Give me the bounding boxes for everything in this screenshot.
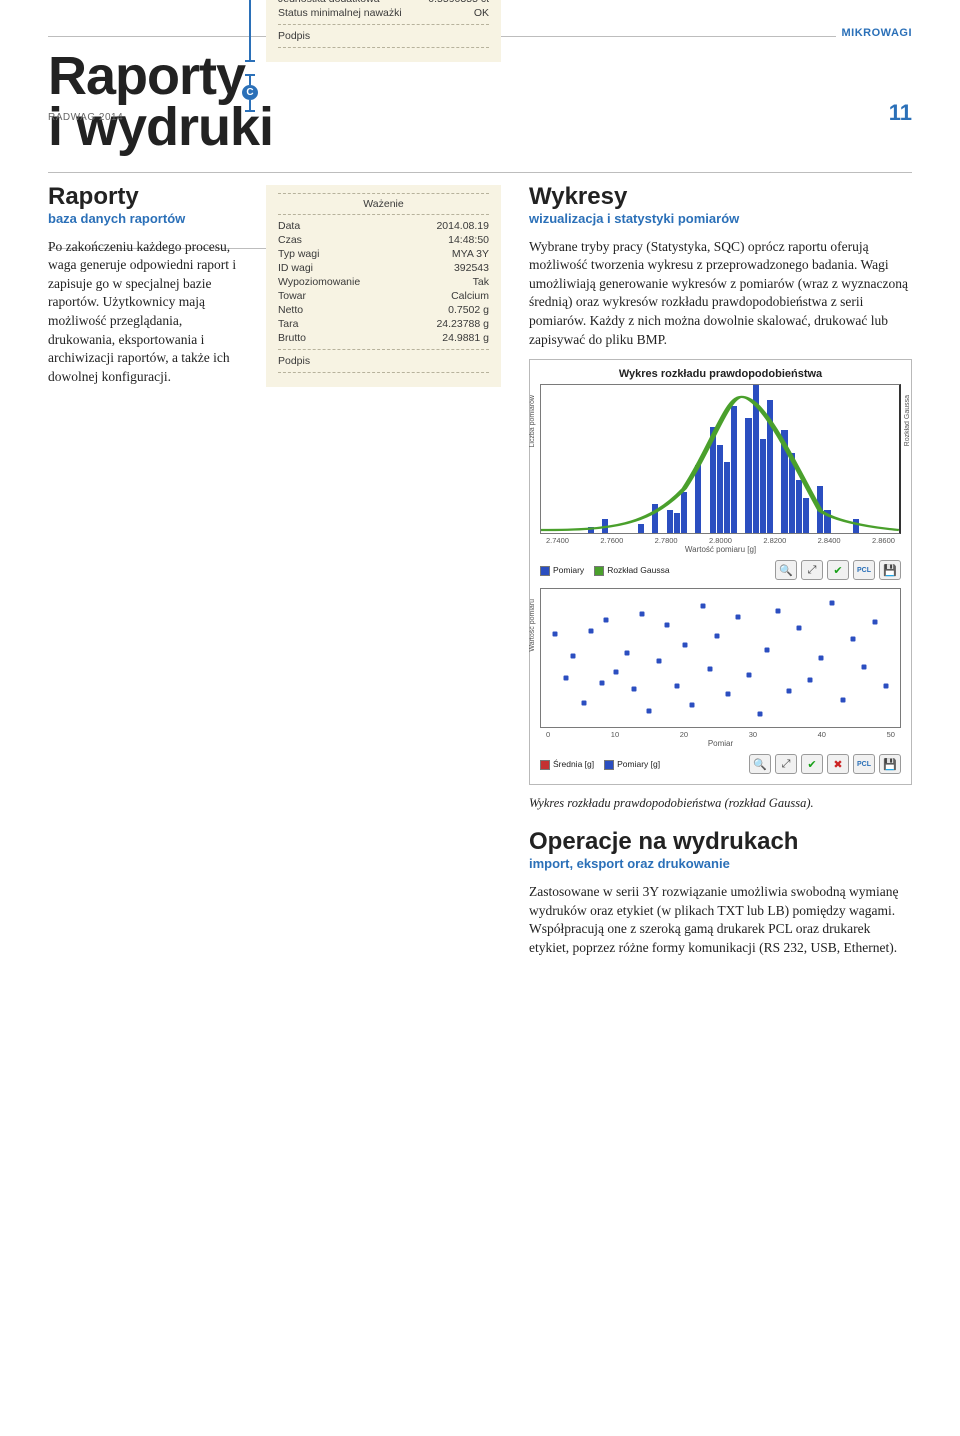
y-axis-label-left: Liczba pomiarów	[529, 395, 536, 448]
chart-caption: Wykres rozkładu prawdopodobieństwa (rozk…	[529, 795, 912, 812]
chart-probability-distribution: Wykres rozkładu prawdopodobieństwa Liczb…	[529, 359, 912, 785]
pcl-icon[interactable]: PCL	[853, 560, 875, 580]
zoom-in-icon[interactable]: 🔍	[775, 560, 797, 580]
section-sub-raporty: baza danych raportów	[48, 211, 238, 226]
zoom-reset-icon[interactable]: ⤢	[775, 754, 797, 774]
section-head-wykresy: Wykresy	[529, 185, 912, 209]
pcl-icon[interactable]: PCL	[853, 754, 875, 774]
category-tag: MIKROWAGI	[836, 27, 913, 39]
confirm-icon[interactable]: ✔	[801, 754, 823, 774]
section-sub-operacje: import, eksport oraz drukowanie	[529, 856, 912, 871]
section-head-raporty: Raporty	[48, 185, 238, 209]
save-icon[interactable]: 💾	[879, 754, 901, 774]
y-axis-label-right: Rozkład Gaussa	[904, 395, 911, 446]
y-axis-label-left: Wartość pomiaru	[529, 599, 536, 652]
section-head-operacje: Operacje na wydrukach	[529, 830, 912, 854]
body-text: Wybrane tryby pracy (Statystyka, SQC) op…	[529, 238, 912, 350]
cancel-icon[interactable]: ✖	[827, 754, 849, 774]
print-ticket-2: Ważenie Data2014.04.02Czas14:07:43ID wag…	[266, 0, 501, 62]
save-icon[interactable]: 💾	[879, 560, 901, 580]
page-number: 11	[889, 100, 912, 126]
body-text: Zastosowane w serii 3Y rozwiązanie umożl…	[529, 883, 912, 958]
print-ticket-1: Ważenie Data2014.08.19Czas14:48:50Typ wa…	[266, 185, 501, 387]
section-sub-wykresy: wizualizacja i statystyki pomiarów	[529, 211, 912, 226]
confirm-icon[interactable]: ✔	[827, 560, 849, 580]
chart-scatter: Wartość pomiaru	[540, 588, 901, 728]
footer-brand: RADWAG 2014	[48, 112, 123, 123]
body-text: Po zakończeniu każdego procesu, waga gen…	[48, 238, 238, 387]
zoom-in-icon[interactable]: 🔍	[749, 754, 771, 774]
zoom-reset-icon[interactable]: ⤢	[801, 560, 823, 580]
